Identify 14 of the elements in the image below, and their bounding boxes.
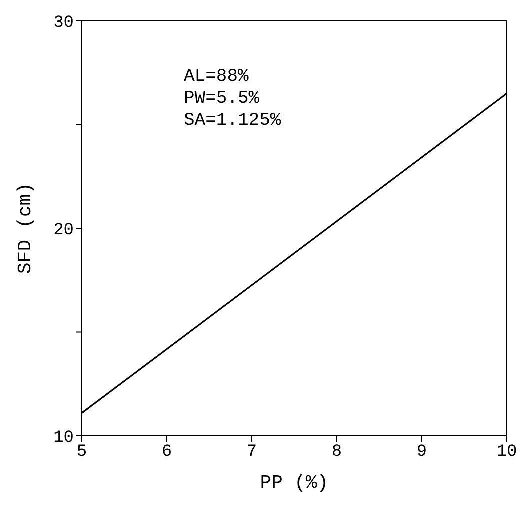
annotation: AL=88% [184, 66, 250, 88]
x-axis-title: PP (%) [260, 472, 329, 494]
x-tick-label: 8 [332, 443, 342, 462]
annotation: SA=1.125% [184, 110, 282, 132]
y-tick-label: 30 [54, 14, 74, 34]
annotation: PW=5.5% [184, 88, 261, 110]
y-tick-label: 10 [54, 429, 74, 448]
y-tick-label: 20 [54, 222, 74, 241]
x-tick-label: 10 [496, 443, 518, 462]
x-tick-label: 9 [416, 443, 428, 462]
x-tick-label: 7 [246, 443, 258, 462]
x-tick-label: 5 [76, 443, 88, 462]
x-tick-label: 6 [162, 443, 172, 462]
y-axis-title: SFD (cm) [14, 182, 37, 274]
